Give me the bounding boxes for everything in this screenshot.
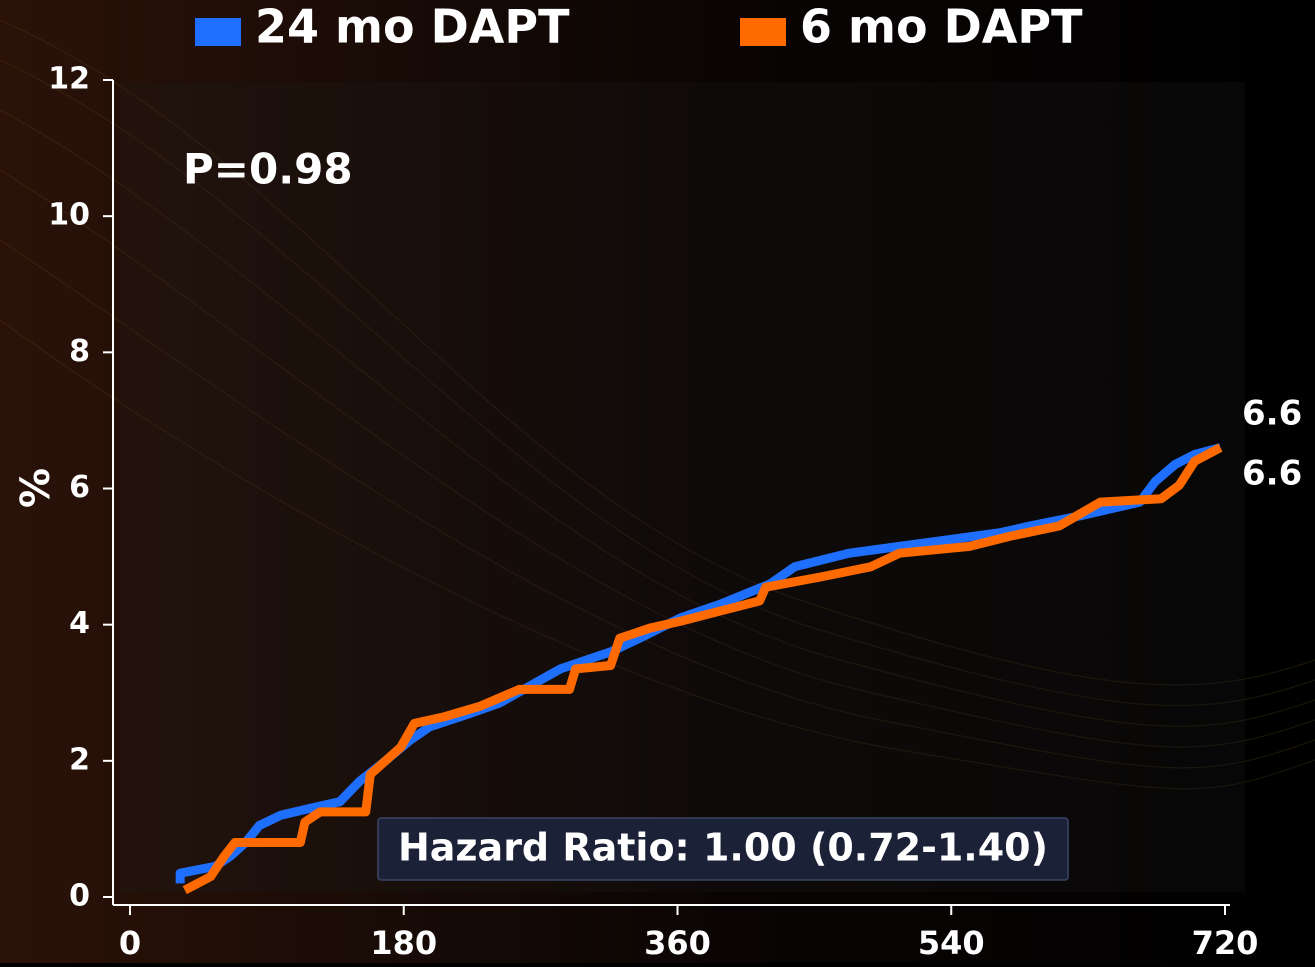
legend-swatch <box>195 18 241 46</box>
x-tick-label: 540 <box>918 924 985 962</box>
series-line <box>175 443 1222 884</box>
y-tick-label: 6 <box>69 470 90 505</box>
plot-area <box>120 82 1245 892</box>
x-tick-label: 720 <box>1192 924 1259 962</box>
background-curves <box>0 19 1315 790</box>
y-tick-label: 10 <box>48 198 90 233</box>
x-tick-label: 0 <box>119 924 141 962</box>
end-label: 6.6 <box>1242 454 1302 494</box>
series-line <box>182 443 1223 895</box>
y-axis-label: % <box>13 468 59 508</box>
p-value: P=0.98 <box>183 145 353 194</box>
hazard-ratio: Hazard Ratio: 1.00 (0.72-1.40) <box>398 826 1048 870</box>
y-tick-label: 0 <box>69 879 90 914</box>
legend-swatch <box>740 18 786 46</box>
x-tick-label: 180 <box>370 924 437 962</box>
y-tick-label: 12 <box>48 62 90 97</box>
y-tick-label: 8 <box>69 334 90 369</box>
y-tick-label: 2 <box>69 742 90 777</box>
hazard-ratio-box <box>377 817 1069 881</box>
end-label: 6.6 <box>1242 394 1302 434</box>
legend-label: 6 mo DAPT <box>800 0 1083 54</box>
x-tick-label: 360 <box>644 924 711 962</box>
y-tick-label: 4 <box>69 606 90 641</box>
legend-label: 24 mo DAPT <box>255 0 570 54</box>
